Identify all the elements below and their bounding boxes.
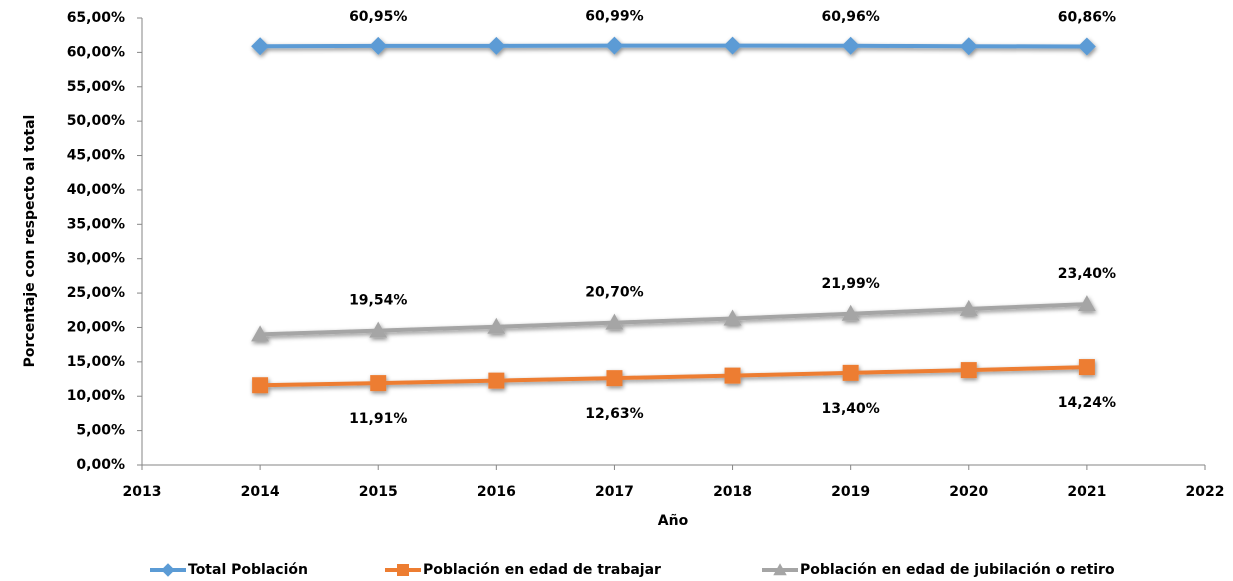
marker	[724, 367, 741, 384]
marker	[959, 299, 978, 316]
y-tick-label: 65,00%	[67, 10, 125, 26]
y-tick-label: 60,00%	[67, 44, 125, 60]
x-tick-label: 2021	[1067, 484, 1106, 500]
data-label: 21,99%	[822, 276, 880, 292]
marker	[605, 313, 624, 330]
marker	[397, 564, 409, 576]
y-tick-label: 20,00%	[67, 319, 125, 335]
y-tick-label: 40,00%	[67, 182, 125, 198]
data-label: 12,63%	[585, 406, 643, 422]
y-tick-label: 35,00%	[67, 216, 125, 232]
legend-label: Población en edad de jubilación o retiro	[800, 562, 1115, 578]
x-tick-label: 2019	[831, 484, 870, 500]
x-tick-label: 2018	[713, 484, 752, 500]
marker	[1078, 359, 1095, 376]
marker	[842, 364, 859, 381]
x-tick-label: 2014	[241, 484, 280, 500]
y-tick-label: 15,00%	[67, 354, 125, 370]
data-label: 60,96%	[822, 9, 880, 25]
x-tick-label: 2022	[1186, 484, 1225, 500]
data-label: 60,86%	[1058, 9, 1116, 25]
legend-label: Población en edad de trabajar	[423, 562, 661, 578]
x-axis-title: Año	[658, 513, 689, 529]
series-line	[260, 43, 1087, 49]
legend-label: Total Población	[188, 562, 308, 578]
data-label: 60,95%	[349, 9, 407, 25]
marker	[960, 362, 977, 379]
marker	[487, 317, 506, 334]
marker	[605, 36, 624, 55]
x-tick-label: 2015	[359, 484, 398, 500]
marker	[841, 36, 860, 55]
y-tick-label: 10,00%	[67, 388, 125, 404]
y-tick-label: 0,00%	[76, 457, 125, 473]
y-tick-label: 55,00%	[67, 79, 125, 95]
y-tick-label: 45,00%	[67, 148, 125, 164]
x-tick-label: 2017	[595, 484, 634, 500]
y-tick-label: 5,00%	[76, 423, 125, 439]
data-label: 11,91%	[349, 411, 407, 427]
marker	[369, 36, 388, 55]
data-label: 14,24%	[1058, 395, 1116, 411]
data-label: 20,70%	[585, 285, 643, 301]
marker	[723, 36, 742, 55]
data-label: 23,40%	[1058, 266, 1116, 282]
x-tick-label: 2016	[477, 484, 516, 500]
marker	[487, 36, 506, 55]
marker	[252, 377, 269, 394]
marker	[488, 372, 505, 389]
marker	[161, 563, 175, 577]
marker	[370, 375, 387, 392]
series	[252, 359, 1095, 394]
x-tick-label: 2013	[123, 484, 162, 500]
series-line	[260, 365, 1087, 388]
marker	[251, 325, 270, 342]
y-axis-title: Porcentaje con respecto al total	[22, 115, 38, 368]
marker	[606, 370, 623, 387]
x-tick-label: 2020	[949, 484, 988, 500]
data-label: 19,54%	[349, 293, 407, 309]
y-tick-label: 25,00%	[67, 285, 125, 301]
marker	[251, 37, 270, 56]
data-label: 60,99%	[585, 9, 643, 25]
marker	[773, 563, 787, 576]
marker	[1077, 295, 1096, 312]
series-line	[260, 302, 1087, 337]
y-tick-label: 30,00%	[67, 251, 125, 267]
marker	[841, 304, 860, 321]
data-label: 13,40%	[822, 401, 880, 417]
y-tick-label: 50,00%	[67, 113, 125, 129]
marker	[723, 309, 742, 326]
marker	[1077, 37, 1096, 56]
series	[251, 295, 1096, 342]
series	[251, 36, 1096, 56]
marker	[959, 37, 978, 56]
marker	[369, 321, 388, 338]
